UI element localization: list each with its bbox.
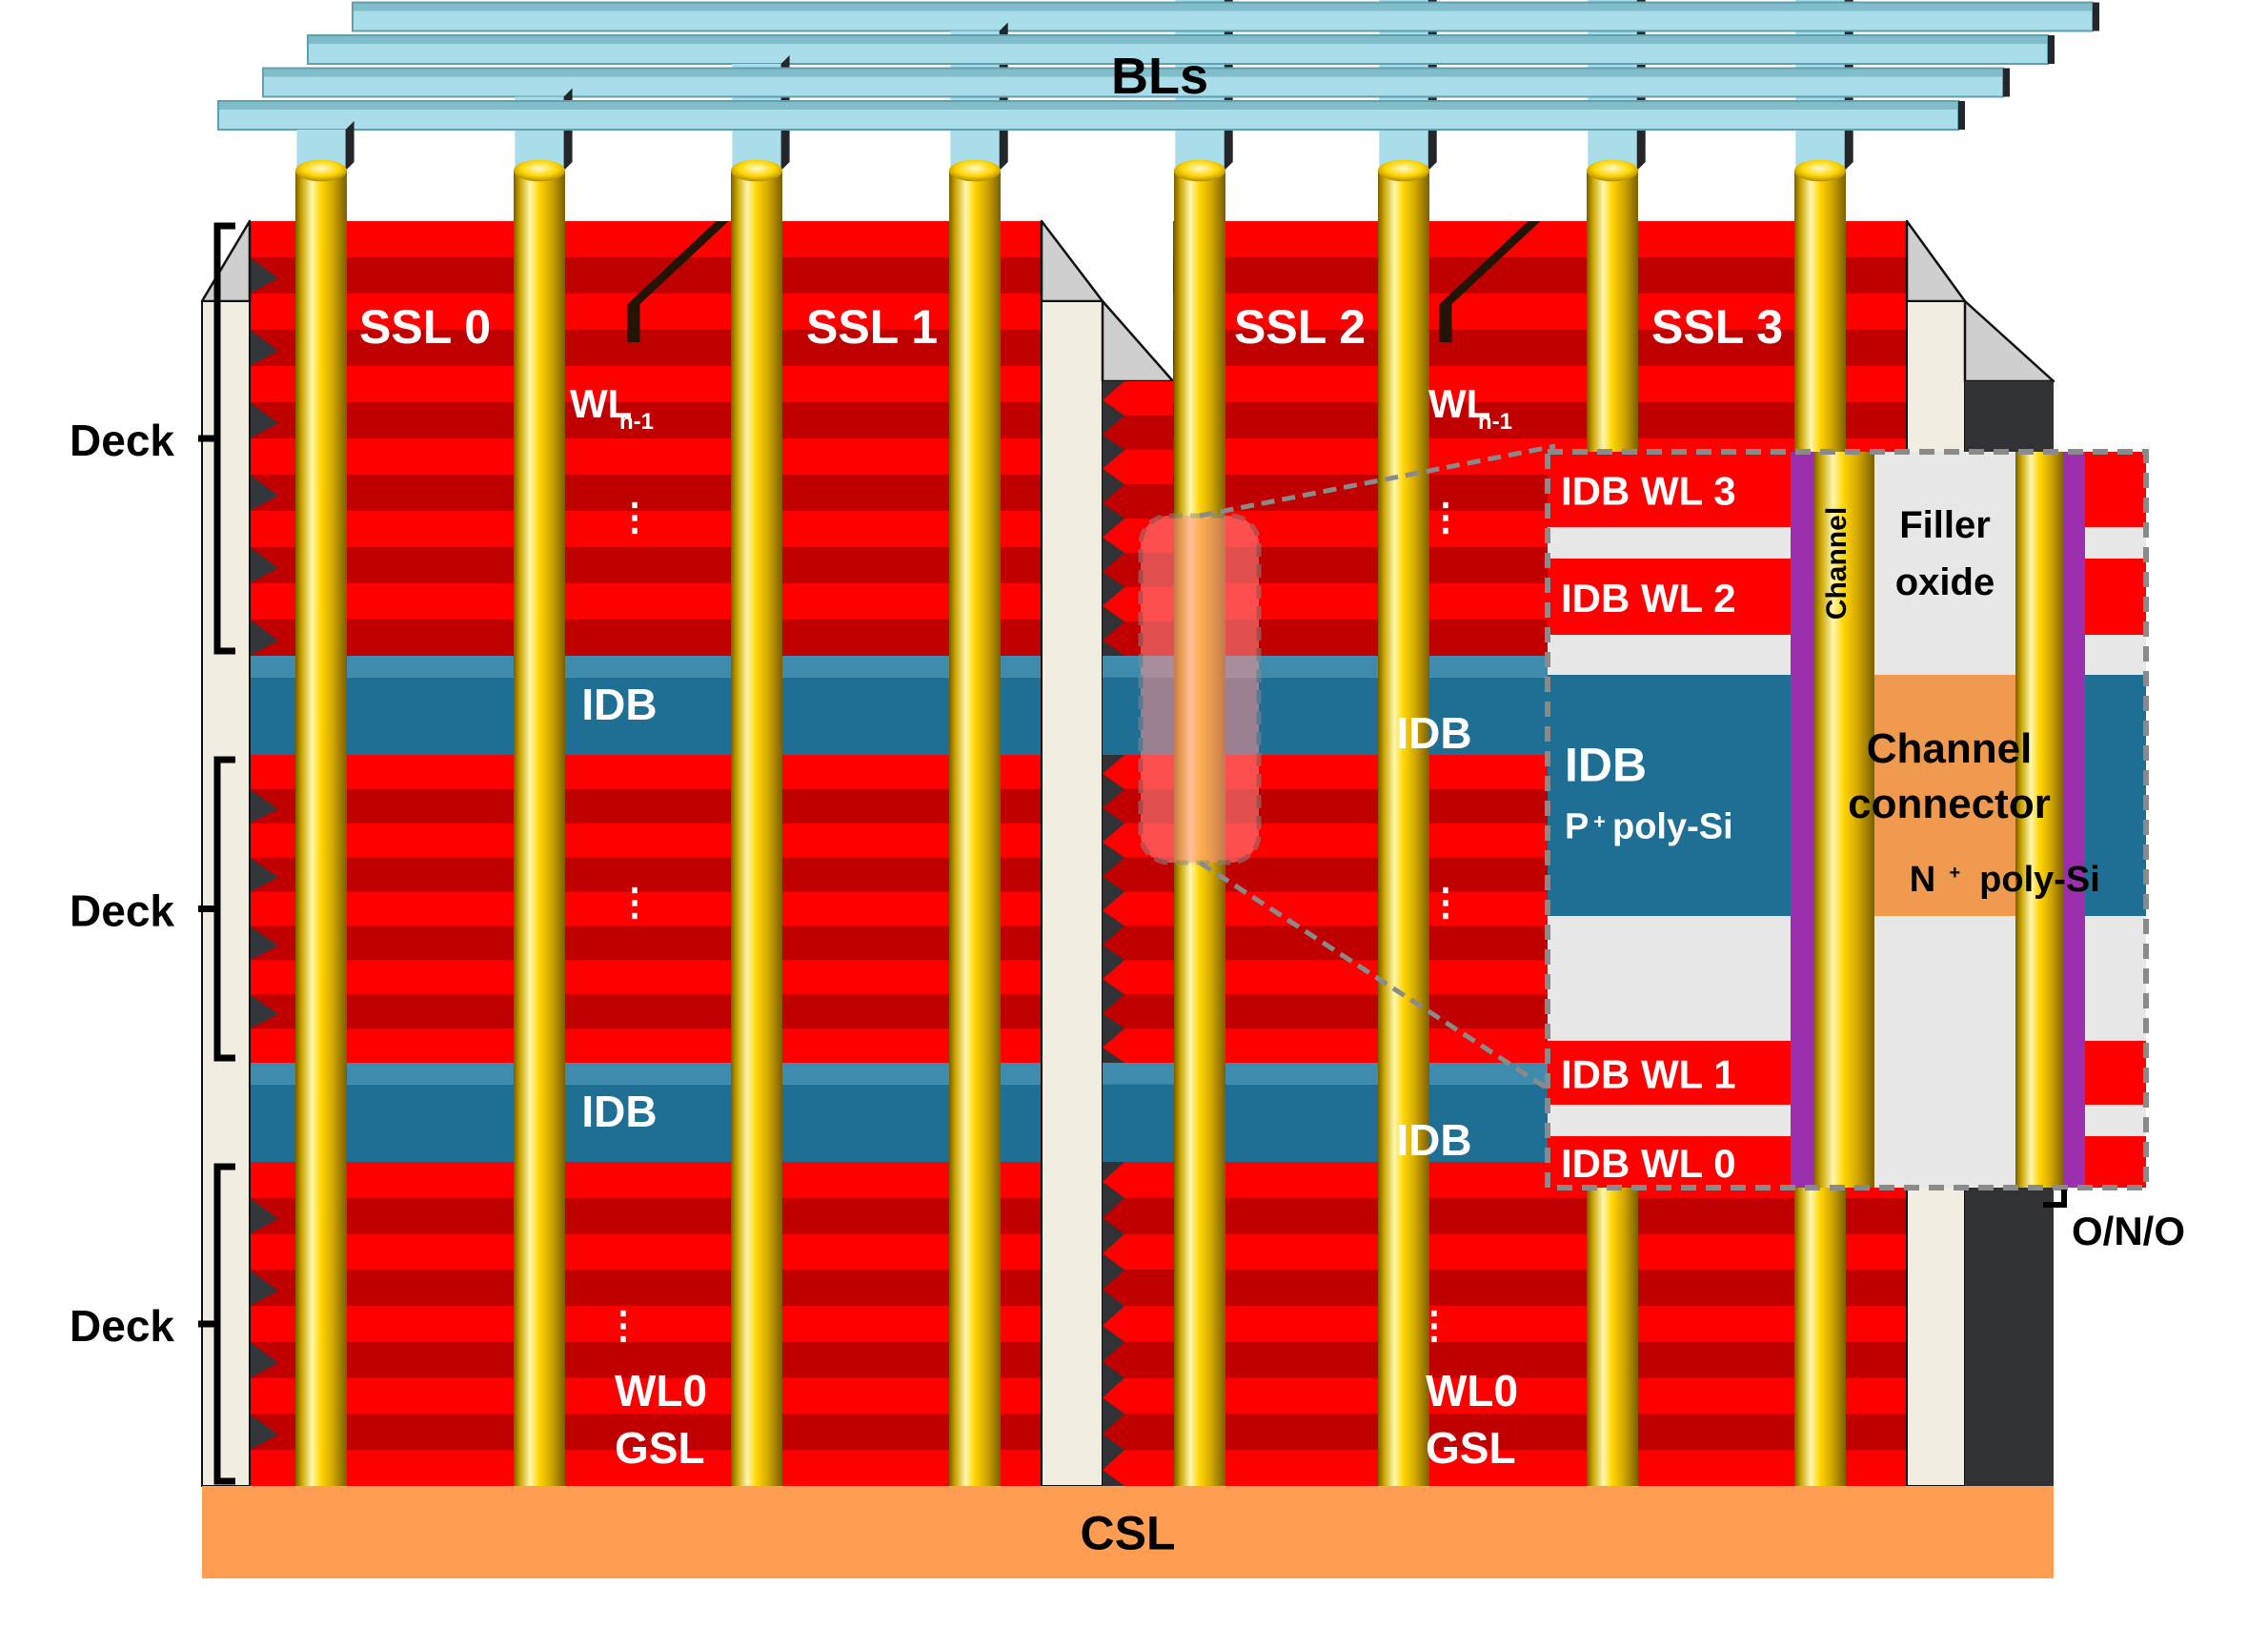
svg-text:IDB: IDB bbox=[581, 680, 657, 729]
svg-text:CSL: CSL bbox=[1081, 1507, 1176, 1560]
svg-text:poly-Si: poly-Si bbox=[1612, 807, 1733, 847]
svg-text:n-1: n-1 bbox=[1478, 409, 1512, 435]
svg-text:IDB WL 0: IDB WL 0 bbox=[1561, 1141, 1736, 1186]
svg-text:poly-Si: poly-Si bbox=[1979, 860, 2100, 900]
svg-text:⋮: ⋮ bbox=[616, 497, 654, 539]
svg-text:⋮: ⋮ bbox=[1427, 497, 1465, 539]
svg-text:connector: connector bbox=[1848, 781, 2051, 827]
svg-text:Deck: Deck bbox=[70, 416, 174, 465]
svg-text:P: P bbox=[1565, 807, 1589, 847]
svg-text:IDB: IDB bbox=[581, 1087, 657, 1136]
svg-text:⋮: ⋮ bbox=[604, 1305, 642, 1347]
svg-text:IDB: IDB bbox=[1396, 1115, 1471, 1165]
svg-text:SSL 0: SSL 0 bbox=[359, 300, 491, 354]
svg-text:GSL: GSL bbox=[615, 1423, 705, 1473]
svg-text:IDB WL 2: IDB WL 2 bbox=[1561, 576, 1736, 621]
svg-text:oxide: oxide bbox=[1895, 561, 1995, 603]
svg-text:Filler: Filler bbox=[1899, 504, 1991, 546]
svg-text:O/N/O: O/N/O bbox=[2072, 1209, 2185, 1253]
svg-text:IDB WL 1: IDB WL 1 bbox=[1561, 1052, 1736, 1097]
svg-text:Channel: Channel bbox=[1867, 725, 2033, 772]
svg-text:⋮: ⋮ bbox=[1427, 882, 1465, 924]
svg-text:+: + bbox=[1593, 810, 1606, 834]
svg-text:⋮: ⋮ bbox=[1415, 1305, 1453, 1347]
svg-text:IDB: IDB bbox=[1396, 708, 1471, 758]
svg-text:SSL 1: SSL 1 bbox=[806, 300, 938, 354]
svg-text:WL0: WL0 bbox=[615, 1366, 707, 1415]
svg-text:SSL 2: SSL 2 bbox=[1234, 300, 1366, 354]
svg-text:IDB: IDB bbox=[1565, 739, 1647, 792]
svg-text:IDB WL 3: IDB WL 3 bbox=[1561, 469, 1736, 514]
svg-text:SSL 3: SSL 3 bbox=[1651, 300, 1783, 354]
svg-text:N: N bbox=[1910, 860, 1935, 900]
svg-text:Deck: Deck bbox=[70, 1301, 174, 1351]
svg-text:⋮: ⋮ bbox=[616, 882, 654, 924]
svg-text:BLs: BLs bbox=[1111, 48, 1208, 105]
svg-text:GSL: GSL bbox=[1426, 1423, 1516, 1473]
svg-text:+: + bbox=[1950, 863, 1961, 884]
svg-text:WL0: WL0 bbox=[1426, 1366, 1518, 1415]
svg-text:n-1: n-1 bbox=[619, 409, 654, 435]
svg-text:Deck: Deck bbox=[70, 886, 174, 936]
svg-text:Channel: Channel bbox=[1821, 507, 1853, 620]
